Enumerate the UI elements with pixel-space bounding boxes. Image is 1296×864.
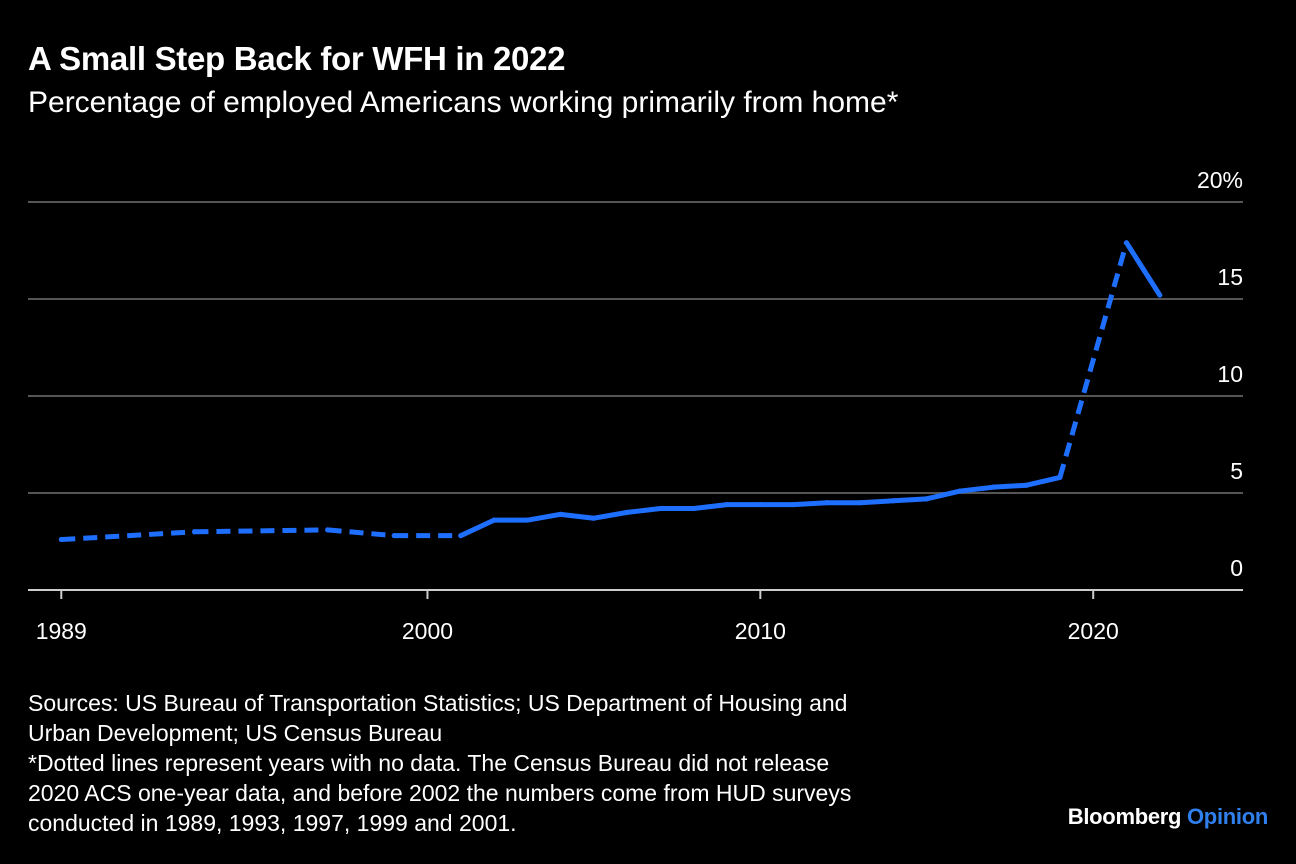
line-segment-2016-2017	[957, 484, 996, 494]
data-point-2007	[657, 506, 663, 512]
line-segment-2004-2005	[558, 511, 597, 521]
data-point-2009	[724, 502, 730, 508]
line-segment-2006-2007	[624, 506, 663, 515]
data-point-1993	[191, 529, 197, 535]
chart-title: A Small Step Back for WFH in 2022	[28, 40, 566, 77]
data-point-1997	[325, 527, 331, 533]
data-point-1999	[391, 533, 397, 539]
data-point-2002	[491, 517, 497, 523]
line-segment-2008-2009	[691, 502, 730, 512]
line-segment-2014-2015	[890, 496, 930, 504]
data-point-1989	[58, 537, 64, 543]
line-segment-2001-2002	[458, 517, 497, 539]
sources-line-1: Sources: US Bureau of Transportation Sta…	[28, 690, 848, 716]
data-point-2013	[857, 500, 863, 506]
x-tick-label-1989: 1989	[36, 618, 87, 644]
chart-subtitle: Percentage of employed Americans working…	[28, 86, 899, 119]
data-point-2011	[791, 502, 797, 508]
data-point-2016	[957, 488, 963, 494]
data-point-2003	[524, 517, 530, 523]
data-point-2014	[890, 498, 896, 504]
line-segment-2015-2016	[924, 488, 963, 502]
y-axis-labels: 0 5 10 15 20%	[1197, 167, 1243, 581]
data-point-2015	[924, 496, 930, 502]
data-point-2010	[757, 502, 763, 508]
brand-name: Bloomberg	[1067, 804, 1182, 829]
line-segment-1993-1997	[194, 527, 328, 535]
line-segment-2021-2022	[1123, 240, 1163, 298]
gridlines	[28, 201, 1243, 494]
y-tick-label-0: 0	[1230, 555, 1243, 581]
line-segment-2005-2006	[591, 509, 630, 521]
x-tick-label-2000: 2000	[402, 618, 453, 644]
bloomberg-opinion-logo: Bloomberg Opinion	[1067, 804, 1269, 830]
y-tick-label-5: 5	[1230, 458, 1243, 484]
note-line-3: conducted in 1989, 1993, 1997, 1999 and …	[28, 810, 517, 836]
data-point-2004	[558, 511, 564, 517]
line-segment-1989-1993	[61, 529, 195, 543]
series-line	[58, 240, 1163, 543]
brand-section: Opinion	[1187, 804, 1268, 829]
data-point-2006	[624, 509, 630, 515]
sources-line-2: Urban Development; US Census Bureau	[28, 720, 443, 746]
data-point-2005	[591, 515, 597, 521]
line-segment-2003-2004	[524, 511, 564, 523]
x-tick-label-2010: 2010	[735, 618, 786, 644]
note-line-2: 2020 ACS one-year data, and before 2002 …	[28, 780, 852, 806]
line-segment-2011-2012	[791, 500, 830, 508]
line-segment-2013-2014	[857, 498, 896, 506]
footnotes: Sources: US Bureau of Transportation Sta…	[28, 688, 1028, 838]
x-axis-labels: 1989 2000 2010 2020	[36, 618, 1119, 644]
data-point-2008	[691, 506, 697, 512]
data-point-2017	[990, 484, 996, 490]
data-point-2022	[1157, 292, 1163, 298]
data-point-2018	[1024, 482, 1030, 488]
line-segment-2019-2021	[1057, 242, 1129, 479]
note-line-1: *Dotted lines represent years with no da…	[28, 750, 830, 776]
line-segment-2018-2019	[1024, 474, 1063, 488]
y-tick-label-15: 15	[1217, 264, 1243, 290]
y-tick-label-20: 20%	[1197, 167, 1243, 193]
line-segment-2017-2018	[990, 482, 1030, 490]
data-point-2019	[1057, 474, 1063, 480]
line-segment-1997-1999	[327, 527, 395, 539]
y-tick-label-10: 10	[1217, 361, 1243, 387]
x-axis	[28, 589, 1243, 599]
data-point-2021	[1123, 240, 1129, 246]
x-tick-label-2020: 2020	[1068, 618, 1119, 644]
data-point-2012	[824, 500, 830, 506]
data-point-2001	[458, 533, 464, 539]
